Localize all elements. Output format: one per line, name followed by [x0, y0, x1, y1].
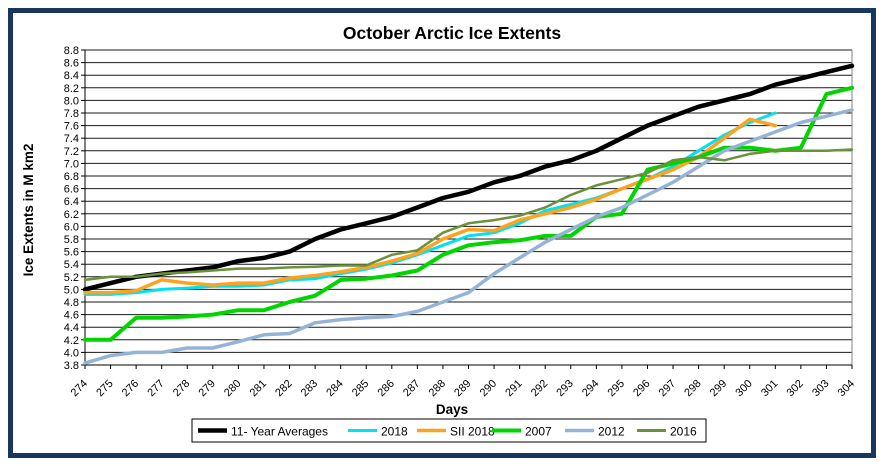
y-axis-tick-label: 7.8 — [64, 108, 79, 120]
y-axis-tick-label: 7.2 — [64, 146, 79, 158]
x-axis-tick-label: 296 — [631, 378, 652, 399]
y-axis-tick-label: 5.0 — [64, 284, 79, 296]
y-axis-tick-label: 5.8 — [64, 234, 79, 246]
y-axis-tick-label: 6.2 — [64, 209, 79, 221]
y-axis-tick-label: 8.6 — [64, 58, 79, 70]
y-axis-tick-label: 6.8 — [64, 171, 79, 183]
y-axis-tick-label: 7.6 — [64, 121, 79, 133]
y-axis-tick-label: 3.8 — [64, 360, 79, 372]
x-axis-tick-label: 301 — [759, 378, 780, 399]
y-axis-tick-label: 6.4 — [64, 196, 79, 208]
series-line-2012 — [83, 108, 854, 365]
series-line-sii-2018 — [83, 117, 778, 295]
x-axis-tick-label: 297 — [657, 378, 678, 399]
y-axis-tick-label: 7.4 — [64, 133, 79, 145]
x-axis-tick-label: 298 — [682, 378, 703, 399]
y-axis-title: Ice Extents in M km2 — [21, 144, 36, 277]
x-axis-tick-label: 275 — [94, 378, 115, 399]
legend: 11- Year Averages 2018 SII 2018 2007 2012 201… — [191, 418, 707, 443]
legend-label: 2018 — [381, 425, 408, 439]
y-axis-tick-label: 4.4 — [64, 322, 79, 334]
x-axis-tick-label: 277 — [145, 378, 166, 399]
x-axis-tick-label: 291 — [503, 378, 524, 399]
y-axis-tick-label: 5.4 — [64, 259, 79, 271]
chart-title: October Arctic Ice Extents — [343, 23, 561, 43]
legend-item-11--year-averages: 11- Year Averages — [198, 425, 328, 439]
x-axis-tick-label: 274 — [69, 378, 90, 399]
x-axis-tick-label: 294 — [580, 378, 601, 399]
y-axis-tick-label: 5.6 — [64, 247, 79, 259]
x-axis-tick-label: 281 — [248, 378, 269, 399]
x-axis-tick-label: 289 — [452, 378, 473, 399]
legend-label: 2016 — [670, 425, 697, 439]
series-line-2016 — [83, 148, 854, 282]
legend-item-2018: 2018 — [348, 425, 408, 439]
legend-label: 2007 — [525, 425, 552, 439]
y-axis-tick-label: 4.2 — [64, 335, 79, 347]
x-axis-tick-label: 287 — [401, 378, 422, 399]
y-axis-tick-label: 4.8 — [64, 297, 79, 309]
plot-area: 3.84.04.24.44.64.85.05.25.45.65.86.06.26… — [64, 45, 857, 399]
y-axis-tick-label: 4.0 — [64, 347, 79, 359]
x-axis-tick-label: 282 — [273, 378, 294, 399]
y-axis-tick-label: 8.8 — [64, 45, 79, 57]
x-axis-tick-label: 276 — [120, 378, 141, 399]
legend-item-sii-2018: SII 2018 — [417, 425, 495, 439]
legend-label: 2012 — [598, 425, 625, 439]
legend-label: SII 2018 — [450, 425, 495, 439]
y-axis-tick-label: 5.2 — [64, 272, 79, 284]
y-axis-tick-label: 8.4 — [64, 70, 79, 82]
x-axis-tick-label: 284 — [324, 378, 345, 399]
y-axis-tick-label: 7.0 — [64, 158, 79, 170]
x-axis-tick-label: 293 — [554, 378, 575, 399]
legend-item-2016: 2016 — [637, 425, 697, 439]
y-axis-tick-label: 4.6 — [64, 310, 79, 322]
series-line-2007 — [83, 85, 854, 342]
legend-label: 11- Year Averages — [231, 425, 328, 439]
legend-item-2007: 2007 — [492, 425, 552, 439]
x-axis-tick-label: 283 — [299, 378, 320, 399]
series-line-11--year-averages — [82, 63, 855, 292]
x-axis-title: Days — [436, 402, 468, 417]
legend-item-2012: 2012 — [565, 425, 625, 439]
x-axis-tick-label: 288 — [427, 378, 448, 399]
x-axis-tick-label: 295 — [606, 378, 627, 399]
x-axis-tick-label: 303 — [810, 378, 831, 399]
x-axis-tick-label: 299 — [708, 378, 729, 399]
legend-box — [191, 418, 707, 443]
x-axis-tick-label: 286 — [375, 378, 396, 399]
x-axis-tick-label: 285 — [350, 378, 371, 399]
y-axis-tick-label: 6.0 — [64, 221, 79, 233]
x-axis-tick-label: 304 — [836, 378, 857, 399]
y-axis-tick-label: 8.2 — [64, 83, 79, 95]
x-axis-tick-label: 302 — [785, 378, 806, 399]
y-axis-tick-label: 6.6 — [64, 184, 79, 196]
x-axis-tick-label: 279 — [196, 378, 217, 399]
x-axis-tick-label: 300 — [733, 378, 754, 399]
x-axis-tick-label: 280 — [222, 378, 243, 399]
x-axis-tick-label: 290 — [478, 378, 499, 399]
x-axis-tick-label: 278 — [171, 378, 192, 399]
y-axis-tick-label: 8.0 — [64, 95, 79, 107]
x-axis-tick-label: 292 — [529, 378, 550, 399]
